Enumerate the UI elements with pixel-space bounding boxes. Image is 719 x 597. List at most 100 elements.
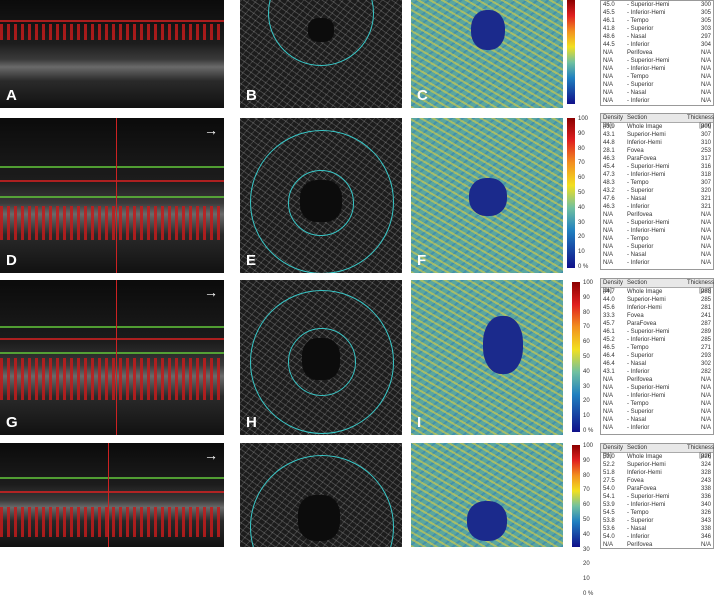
table-row: 54.0 - Inferior 346	[601, 533, 713, 541]
table-row: 46.3 - Inferior 321	[601, 203, 713, 211]
cell-section: - Superior-Hemi	[627, 494, 670, 500]
scale-tick-label: 10	[583, 413, 590, 420]
table-row: 44.8 Inferior-Hemi 310	[601, 139, 713, 147]
cell-density: N/A	[603, 228, 614, 234]
cell-section: - Superior-Hemi	[627, 220, 670, 226]
table-row: 54.5 - Tempo 326	[601, 509, 713, 517]
table-row: 45.7 ParaFovea 287	[601, 320, 713, 328]
cell-density: 54.1	[603, 494, 615, 500]
cell-section: - Inferior	[627, 260, 650, 266]
table-row: N/A - Tempo N/A	[601, 400, 713, 408]
table-row: N/A - Inferior N/A	[601, 424, 713, 432]
table-row: N/A - Nasal N/A	[601, 251, 713, 259]
cell-thickness: 321	[700, 196, 711, 202]
cell-thickness: N/A	[700, 244, 711, 250]
cell-density: 51.8	[603, 470, 615, 476]
cell-thickness: 293	[700, 353, 711, 359]
table-row: N/A - Superior-Hemi N/A	[601, 384, 713, 392]
cell-section: Perifovea	[627, 377, 653, 383]
scale-tick-label: 80	[578, 145, 585, 152]
cell-thickness: 324	[700, 462, 711, 468]
scale-tick-label: 90	[583, 294, 590, 301]
scale-tick-label: 100	[578, 116, 589, 122]
panel-label-h: H	[246, 414, 257, 431]
cell-thickness: 287	[700, 321, 711, 327]
cell-section: Inferior-Hemi	[627, 140, 662, 146]
header-density: Density [%]	[603, 445, 624, 459]
table-row: 51.8 Inferior-Hemi 328	[601, 469, 713, 477]
table-row: 45.2 - Inferior-Hemi 285	[601, 336, 713, 344]
scale-tick-label: 70	[583, 487, 590, 494]
cell-section: - Inferior-Hemi	[627, 228, 666, 234]
scale-tick-label: 10	[583, 576, 590, 583]
table-row: N/A Perifovea N/A	[601, 376, 713, 384]
cell-thickness: N/A	[700, 98, 711, 104]
cell-thickness: 336	[700, 494, 711, 500]
cell-thickness: N/A	[700, 393, 711, 399]
table-row: N/A - Inferior-Hemi N/A	[601, 392, 713, 400]
cell-density: 43.1	[603, 132, 615, 138]
oct-bscan-j: →	[0, 443, 224, 547]
cell-section: - Tempo	[627, 345, 649, 351]
cell-section: - Inferior	[627, 534, 650, 540]
table-row: 41.8 - Superior 303	[601, 25, 713, 33]
table-row: 47.6 - Nasal 321	[601, 195, 713, 203]
table-row: N/A - Superior-Hemi N/A	[601, 57, 713, 65]
cell-section: - Inferior	[627, 42, 650, 48]
arrow-icon: →	[204, 122, 218, 138]
table-row: N/A - Tempo N/A	[601, 235, 713, 243]
cell-section: - Inferior	[627, 98, 650, 104]
cell-thickness: 307	[700, 132, 711, 138]
table-row: 46.4 - Nasal 302	[601, 360, 713, 368]
table-row: N/A - Inferior-Hemi N/A	[601, 227, 713, 235]
cell-section: - Superior	[627, 188, 654, 194]
table-row: 52.0 Whole Image 326	[601, 453, 713, 461]
scale-tick-label: 90	[583, 457, 590, 464]
cell-density: 44.5	[603, 42, 615, 48]
cell-density: 54.0	[603, 486, 615, 492]
cell-density: N/A	[603, 252, 614, 258]
cell-thickness: 304	[700, 42, 711, 48]
table-row: 46.1 - Superior-Hemi 289	[601, 328, 713, 336]
table-row: N/A Perifovea N/A	[601, 49, 713, 57]
cell-density: 52.2	[603, 462, 615, 468]
table-row: 33.3 Fovea 241	[601, 312, 713, 320]
oct-bscan-g: → G	[0, 280, 224, 435]
cell-thickness: N/A	[700, 252, 711, 258]
cell-thickness: 305	[700, 18, 711, 24]
cell-density: N/A	[603, 401, 614, 407]
scale-tick-label: 30	[583, 383, 590, 390]
header-thickness: Thickness [µm]	[687, 280, 715, 294]
cell-density: 45.5	[603, 10, 615, 16]
cell-density: N/A	[603, 212, 614, 218]
cell-density: 46.1	[603, 18, 615, 24]
table-row: N/A - Inferior N/A	[601, 259, 713, 267]
cell-section: - Superior-Hemi	[627, 58, 670, 64]
color-scale-3	[572, 282, 580, 432]
cell-density: N/A	[603, 90, 614, 96]
cell-section: Fovea	[627, 148, 644, 154]
color-scale-2	[567, 118, 575, 268]
cell-thickness: N/A	[700, 409, 711, 415]
cell-density: N/A	[603, 58, 614, 64]
arrow-icon: →	[204, 284, 218, 300]
cell-density: 54.0	[603, 534, 615, 540]
angiogram-e: E	[240, 118, 402, 273]
table-row: N/A Perifovea N/A	[601, 211, 713, 219]
cell-density: N/A	[603, 409, 614, 415]
table-row: 44.7 Whole Image 283	[601, 288, 713, 296]
cell-density: 43.1	[603, 369, 615, 375]
scale-tick-label: 60	[578, 175, 585, 182]
table-row: N/A - Superior N/A	[601, 243, 713, 251]
table-row: N/A Perifovea N/A	[601, 541, 713, 549]
cell-density: 52.0	[603, 454, 615, 460]
cell-section: - Inferior	[627, 369, 650, 375]
cell-density: 53.6	[603, 526, 615, 532]
table-row: 28.1 Fovea 253	[601, 147, 713, 155]
cell-thickness: 318	[700, 172, 711, 178]
table-header-row: Density [%] Section Thickness [µm]	[601, 279, 715, 294]
cell-thickness: 282	[700, 369, 711, 375]
cell-section: - Tempo	[627, 74, 649, 80]
cell-section: - Nasal	[627, 252, 647, 258]
panel-label-e: E	[246, 252, 257, 269]
